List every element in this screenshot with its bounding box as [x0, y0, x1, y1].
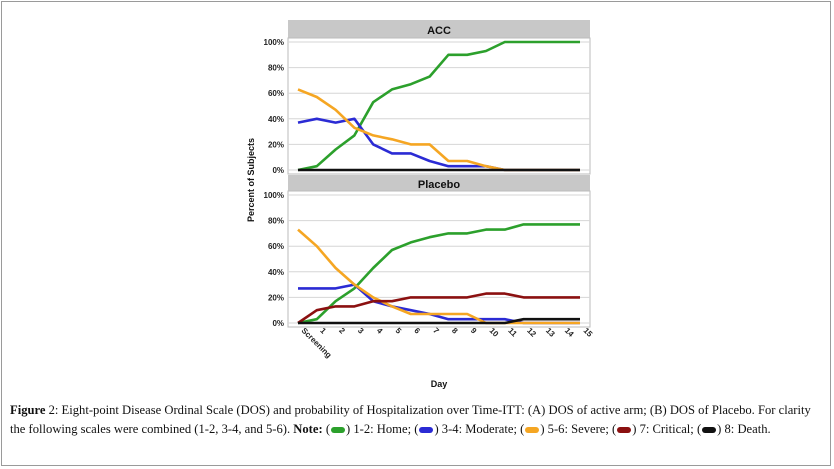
- caption-legend-item: () 3-4: Moderate;: [414, 422, 517, 436]
- y-axis-title: Percent of Subjects: [246, 138, 256, 222]
- legend-swatch-death: [702, 427, 717, 434]
- series-line: [297, 40, 580, 172]
- panel-title-bar: [288, 175, 590, 192]
- y-tick-label: 0%: [272, 166, 284, 175]
- plot-area: [287, 190, 591, 328]
- series-line: [297, 228, 580, 325]
- caption-figure-label: Figure: [10, 403, 46, 417]
- y-tick-label: 40%: [268, 268, 284, 277]
- legend-swatch-critical: [617, 427, 632, 434]
- y-tick-label: 100%: [264, 191, 284, 200]
- caption-legend-item: () 7: Critical;: [612, 422, 694, 436]
- x-tick-label: 15: [582, 326, 595, 339]
- x-tick-label: 10: [488, 326, 501, 339]
- figure-caption: Figure 2: Eight-point Disease Ordinal Sc…: [10, 401, 825, 439]
- x-tick-label: 7: [431, 326, 441, 336]
- y-tick-label: 80%: [268, 64, 284, 73]
- x-tick-label: 12: [525, 326, 538, 339]
- x-tick-label: 11: [506, 326, 519, 339]
- caption-legend-item: () 5-6: Severe;: [520, 422, 609, 436]
- y-tick-label: 20%: [268, 293, 284, 302]
- panel-acc: ACC 0% 20% 40% 60% 80% 100%: [264, 20, 591, 175]
- y-tick-label: 40%: [268, 115, 284, 124]
- legend-swatch-home: [331, 427, 346, 434]
- x-tick-label: 13: [544, 326, 557, 339]
- y-tick-label: 100%: [264, 38, 284, 47]
- caption-text: 2: Eight-point Disease Ordinal Scale (DO…: [10, 403, 811, 436]
- y-tick-label: 60%: [268, 242, 284, 251]
- x-tick-label: 5: [394, 326, 404, 336]
- x-tick-label: 2: [337, 326, 347, 336]
- x-axis-title: Day: [431, 379, 448, 389]
- series-line: [298, 317, 580, 325]
- panel-placebo: Placebo 0% 20% 40% 60% 80% 100%: [264, 175, 591, 328]
- x-tick-label: 6: [412, 326, 422, 336]
- x-tick-label: 9: [469, 326, 479, 336]
- panel-title: ACC: [427, 25, 451, 37]
- caption-legend-item: () 1-2: Home;: [325, 422, 412, 436]
- caption-note-label: Note:: [293, 422, 323, 436]
- y-tick-label: 60%: [268, 89, 284, 98]
- x-tick-label: 4: [375, 326, 385, 336]
- panel-title: Placebo: [418, 179, 460, 191]
- x-tick-label: Screening: [300, 326, 334, 360]
- series-line: [297, 223, 580, 325]
- x-tick-label: 8: [450, 326, 460, 336]
- y-tick-label: 80%: [268, 217, 284, 226]
- x-tick-label: 14: [563, 326, 576, 339]
- series-line: [297, 292, 580, 325]
- legend-swatch-severe: [525, 427, 540, 434]
- caption-legend-item: () 8: Death.: [696, 422, 771, 436]
- x-tick-label: 1: [318, 326, 328, 336]
- panel-title-bar: [288, 20, 590, 38]
- x-tick-label: 3: [356, 326, 366, 336]
- y-tick-label: 20%: [268, 140, 284, 149]
- legend-swatch-moderate: [419, 427, 434, 434]
- y-tick-label: 0%: [272, 319, 284, 328]
- chart: ACC 0% 20% 40% 60% 80% 100% Placebo 0% 20% 40% 60% 8…: [246, 20, 595, 389]
